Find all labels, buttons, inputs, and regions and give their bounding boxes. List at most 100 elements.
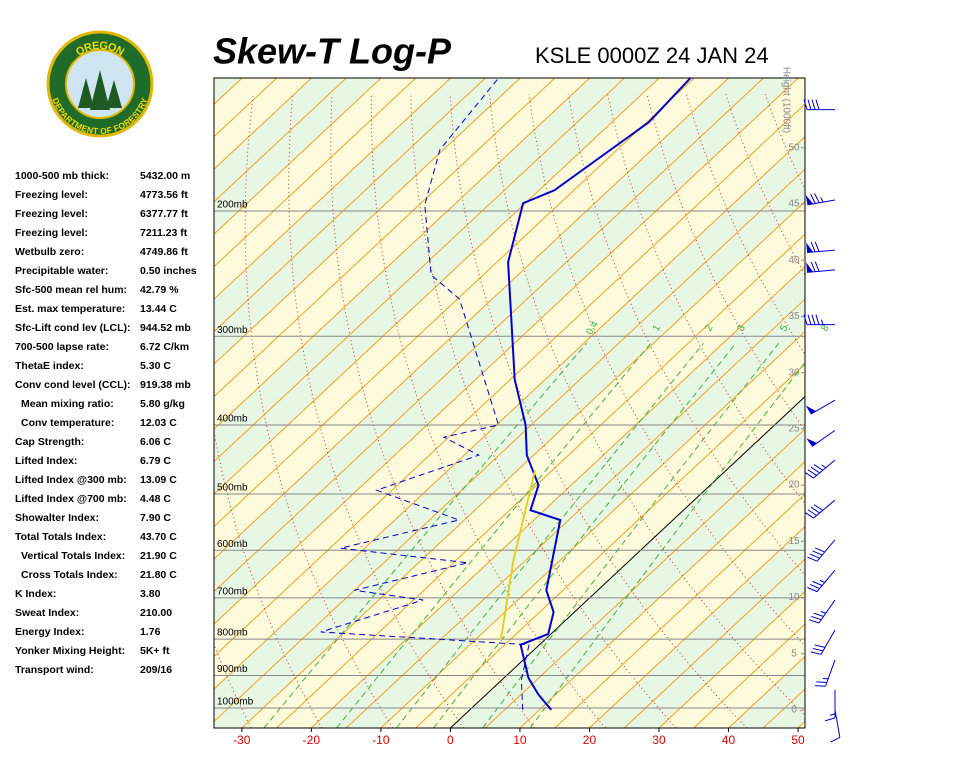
barb-full [830, 736, 841, 743]
barb-half [821, 464, 827, 469]
index-label: 700-500 lapse rate: [15, 341, 109, 353]
barb-full [809, 583, 820, 590]
isotherm [214, 168, 805, 723]
isotherm [214, 78, 730, 560]
mixing-ratio-label: 8 [819, 323, 832, 334]
isotherm [310, 265, 805, 728]
barb-half [820, 611, 826, 614]
profile-line [507, 78, 692, 711]
mixing-ratio-line [336, 342, 652, 728]
index-value: 944.52 mb [140, 322, 191, 334]
index-value: 4773.56 ft [140, 189, 188, 201]
indices-table: 1000-500 mb thick: 5432.00 m Freezing leve… [15, 170, 197, 676]
barb-full [810, 261, 816, 272]
barb-staff [818, 599, 836, 624]
barb-full [804, 511, 814, 519]
index-value: 43.70 C [140, 531, 177, 543]
mixing-ratio-line [263, 342, 587, 728]
barb-full [815, 314, 820, 325]
y2-tick-label: 40 [788, 255, 800, 266]
index-label: Conv temperature: [21, 417, 114, 429]
y-tick-label: 300mb [217, 325, 248, 336]
barb-full [804, 471, 814, 479]
index-value: 210.00 [140, 607, 172, 619]
logo-tree [90, 70, 110, 110]
index-label: Sfc-Lift cond lev (LCL): [15, 322, 131, 334]
barb-full [811, 99, 816, 110]
zero-isotherm [450, 395, 805, 728]
isotherm-band [214, 136, 805, 728]
plot-area [214, 78, 960, 728]
index-label: Lifted Index @700 mb: [15, 493, 127, 505]
barb-flag [805, 195, 814, 205]
barb-full [803, 99, 808, 110]
index-value: 6.72 C/km [140, 341, 189, 353]
index-label: Precipitable water: [15, 265, 108, 277]
barb-full [807, 99, 812, 110]
barb-full [824, 717, 836, 722]
barb-full [809, 553, 820, 559]
y2-tick-label: 50 [788, 142, 800, 153]
index-value: 13.09 C [140, 474, 177, 486]
y2-tick-label: 10 [788, 592, 800, 603]
isotherm [554, 493, 805, 728]
index-value: 5432.00 m [140, 170, 190, 182]
index-label: ThetaE index: [15, 360, 84, 372]
index-value: 13.44 C [140, 303, 177, 315]
barb-staff [834, 709, 841, 738]
y2-tick-label: 5 [791, 648, 797, 659]
index-value: 6.79 C [140, 455, 171, 467]
isotherm [214, 78, 660, 495]
isotherm [214, 78, 382, 235]
dry-adiabat [804, 94, 805, 97]
isotherm [214, 78, 521, 365]
mixing-ratio-label: 1 [651, 323, 664, 334]
y-tick-label: 700mb [217, 586, 248, 597]
barb-full [807, 469, 817, 476]
index-value: 6377.77 ft [140, 208, 188, 220]
barb-full [813, 612, 824, 617]
barb-half [829, 713, 836, 716]
index-value: 919.38 mb [140, 379, 191, 391]
dry-adiabat [883, 94, 960, 728]
dry-adiabat [330, 94, 535, 728]
barb-staff [813, 459, 836, 479]
index-label: Showalter Index: [15, 512, 99, 524]
barb-full [814, 241, 820, 252]
y2-tick-label: 25 [788, 424, 800, 435]
y2-tick-label: 20 [788, 480, 800, 491]
barb-full [812, 647, 824, 652]
isotherm [380, 330, 805, 728]
barb-half [821, 319, 824, 325]
profile-line [320, 78, 530, 710]
index-value: 0.50 inches [140, 265, 197, 277]
logo-top: OREGON [74, 40, 126, 59]
logo-tree [106, 80, 122, 108]
dry-adiabat [449, 94, 748, 728]
isotherm [484, 428, 805, 728]
isotherm [241, 200, 805, 728]
barb-full [812, 550, 823, 556]
wind-barb [807, 539, 836, 562]
barb-full [814, 685, 826, 687]
isotherm-band [798, 721, 805, 728]
logo-tree [78, 78, 94, 108]
barb-staff [813, 499, 836, 519]
dry-adiabat [244, 94, 394, 728]
index-value: 42.79 % [140, 284, 179, 296]
y-tick-label: 200mb [217, 200, 248, 211]
barb-full [810, 466, 820, 474]
wind-barb [804, 459, 836, 479]
dry-adiabat [567, 94, 805, 576]
barb-full [811, 314, 816, 325]
isotherm [214, 78, 695, 528]
barb-full [814, 261, 820, 272]
wind-barb [824, 689, 836, 722]
isotherm [868, 78, 960, 728]
x-tick-label: -10 [372, 733, 390, 747]
index-label: Freezing level: [15, 208, 88, 220]
barb-full [807, 587, 818, 593]
isotherm [214, 78, 764, 593]
